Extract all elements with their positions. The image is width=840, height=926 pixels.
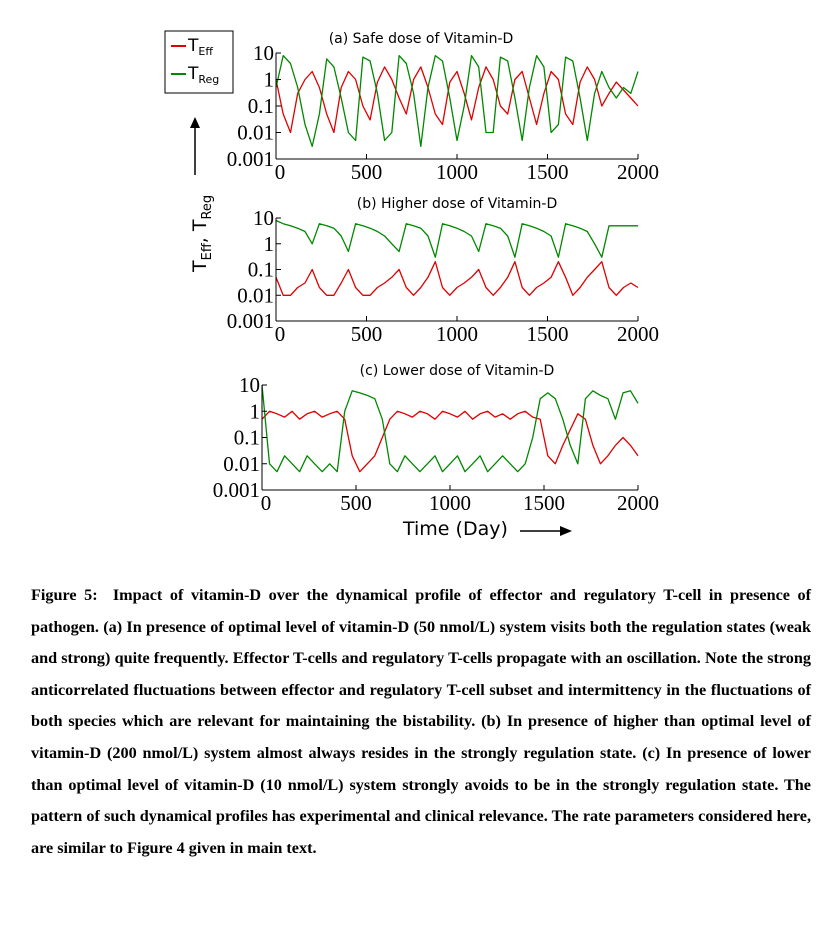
y-tick-label: 0.001	[227, 309, 274, 333]
y-axis-arrowhead	[190, 117, 200, 128]
x-tick-label: 1000	[436, 322, 478, 346]
x-tick-label: 500	[351, 322, 383, 346]
x-tick-label: 1500	[527, 160, 569, 184]
panel-c: (c) Lower dose of Vitamin-D 101 0.10.010.0…	[213, 363, 659, 515]
y-tick-label: 0.001	[227, 147, 274, 171]
y-tick-label: 1	[250, 399, 261, 423]
series-line-treg	[275, 219, 638, 258]
caption-text: Impact of vitamin-D over the dynamical p…	[31, 586, 812, 857]
panel-title: (b) Higher dose of Vitamin-D	[357, 196, 557, 212]
y-tick-label: 0.1	[248, 94, 274, 118]
y-tick-label: 0.01	[223, 452, 260, 476]
figure-5: TEff TReg TEff, TReg (a) Safe dose of Vi…	[164, 30, 659, 540]
x-tick-label: 1000	[429, 491, 471, 515]
series-line-teff	[275, 66, 639, 134]
x-tick-label: 0	[275, 322, 286, 346]
panel-b: (b) Higher dose of Vitamin-D 1010.10.010.…	[227, 196, 659, 346]
panel-title: (a) Safe dose of Vitamin-D	[329, 31, 514, 47]
caption-label: Figure 5:	[31, 586, 98, 604]
y-axis-label: TEff, TReg	[189, 195, 215, 273]
y-tick-label: 0.01	[237, 283, 274, 307]
x-tick-label: 500	[351, 160, 383, 184]
panel-a: (a) Safe dose of Vitamin-D 10 10.1 0.010.00…	[227, 31, 659, 184]
legend-label-teff: TEff	[187, 36, 213, 58]
x-tick-label: 1500	[527, 322, 569, 346]
x-tick-label: 2000	[617, 322, 659, 346]
series-line-teff	[275, 261, 639, 296]
y-tick-label: 10	[239, 373, 260, 397]
series-line-teff	[261, 410, 639, 473]
y-tick-label: 0.001	[213, 478, 260, 502]
x-tick-label: 500	[340, 491, 372, 515]
x-tick-label: 2000	[617, 491, 659, 515]
figure-caption: Figure 5: Impact of vitamin-D over the d…	[31, 580, 811, 864]
legend-box	[164, 30, 234, 94]
y-tick-label: 1	[264, 68, 275, 92]
series-line-treg	[275, 54, 639, 148]
x-tick-label: 0	[261, 491, 272, 515]
y-axis-label-group: TEff, TReg	[189, 117, 215, 273]
legend-label-treg: TReg	[187, 64, 219, 86]
x-tick-label: 1500	[523, 491, 565, 515]
y-tick-label: 10	[253, 41, 274, 65]
x-axis-arrowhead	[560, 526, 572, 536]
y-tick-label: 1	[264, 232, 275, 256]
x-axis-label: Time (Day)	[402, 518, 508, 540]
y-tick-label: 10	[253, 206, 274, 230]
legend: TEff TReg	[164, 30, 234, 94]
x-tick-label: 2000	[617, 160, 659, 184]
y-tick-label: 0.01	[237, 121, 274, 145]
y-tick-label: 0.1	[234, 426, 260, 450]
x-tick-label: 1000	[436, 160, 478, 184]
panel-title: (c) Lower dose of Vitamin-D	[360, 363, 555, 379]
y-tick-label: 0.1	[248, 258, 274, 282]
x-tick-label: 0	[275, 160, 286, 184]
series-line-treg	[261, 384, 639, 473]
